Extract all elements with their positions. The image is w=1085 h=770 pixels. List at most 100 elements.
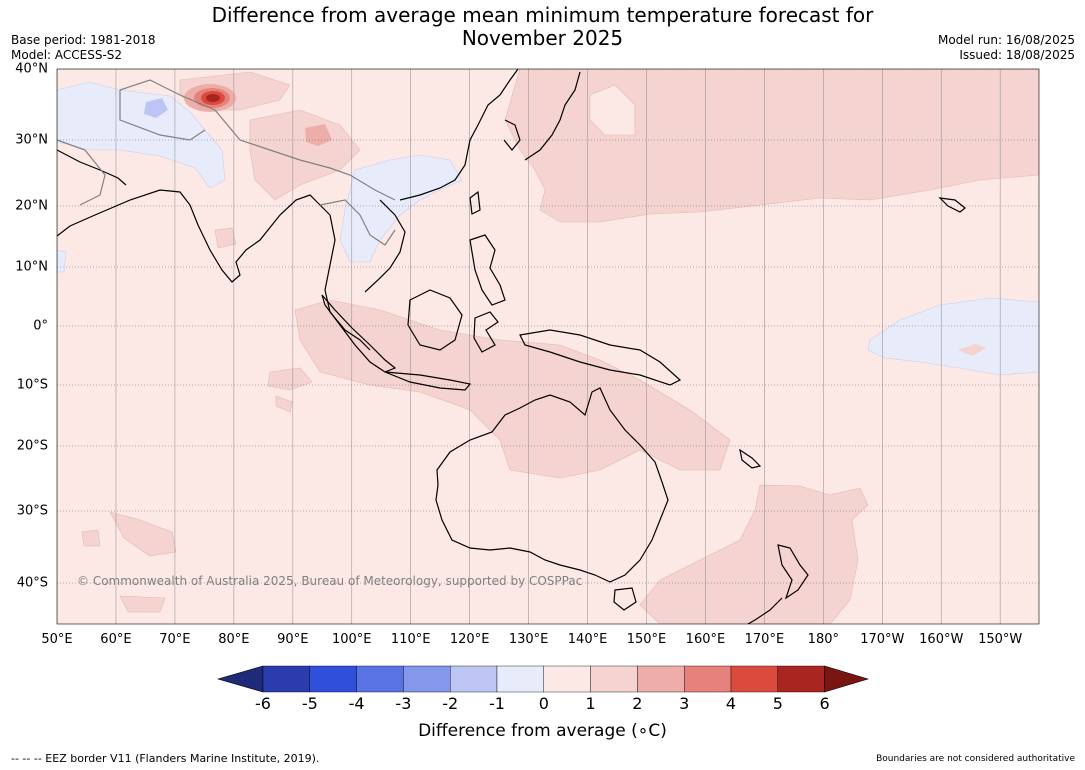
taiwan-coastline <box>469 190 481 215</box>
boundaries-disclaimer: Boundaries are not considered authoritat… <box>876 754 1075 764</box>
map-frame <box>56 68 1040 625</box>
issued-date: Issued: 18/08/2025 <box>959 48 1075 62</box>
model-run: Model run: 16/08/2025 <box>937 33 1075 47</box>
tibet-hot-spot <box>184 84 236 112</box>
country-borders <box>57 79 396 246</box>
colorbar-tick-label: 0 <box>538 694 549 713</box>
run-info: Model run: 16/08/2025 Issued: 18/08/2025 <box>938 33 1075 63</box>
longitude-tick-label: 160°E <box>685 632 726 647</box>
longitude-tick-label: 80°E <box>218 632 250 647</box>
longitude-tick-label: 130°E <box>508 632 549 647</box>
coastlines <box>57 69 966 624</box>
longitude-tick-label: 180° <box>807 632 840 647</box>
central-asia-cool-region <box>57 81 226 189</box>
latitude-tick-label: 30°S <box>16 503 48 519</box>
colorbar-segment <box>262 665 310 693</box>
base-period: Base period: 1981-2018 <box>11 33 156 47</box>
graticule <box>57 69 1039 624</box>
colorbar-segment <box>356 665 404 693</box>
colorbar-tick-label: 1 <box>585 694 596 713</box>
north-pacific-pale-hole <box>589 84 636 136</box>
southeast-asia-border <box>319 199 396 246</box>
colorbar-segment <box>637 665 685 693</box>
maritime-continent-warm-region <box>294 299 731 479</box>
colorbar-tick-label: -2 <box>442 694 459 713</box>
longitude-tick-label: 90°E <box>277 632 309 647</box>
colorbar-label: Difference from average (∘C) <box>418 721 667 741</box>
latitude-tick-label: 10°S <box>16 377 48 393</box>
colorbar-tick-label: 4 <box>725 694 737 713</box>
new-zealand-north-coastline <box>777 544 809 600</box>
indian-ocean-warm-patch-2 <box>275 395 293 413</box>
india-coastline <box>57 189 331 283</box>
south-indian-warm-patch-1 <box>109 511 177 557</box>
latitude-tick-label: 40°N <box>15 61 48 77</box>
latitude-tick-label: 20°N <box>15 198 48 214</box>
north-pacific-warm-region <box>504 69 1039 223</box>
sumatra-coastline <box>321 294 397 373</box>
title-line-2: November 2025 <box>461 26 624 50</box>
tasman-warm-patch <box>119 595 166 613</box>
title: Difference from average mean minimum tem… <box>0 4 1085 50</box>
colorbar-segment <box>309 665 357 693</box>
anomaly-1-to-2-regions <box>81 69 1039 624</box>
borneo-coastline <box>407 289 463 351</box>
longitude-tick-label: 170°E <box>744 632 785 647</box>
colorbar-segment <box>496 665 544 693</box>
southwest-pacific-warm-region <box>639 484 869 624</box>
colorbar-segment <box>590 665 638 693</box>
colorbar-tick-label: 2 <box>632 694 643 713</box>
colorbar-segment <box>543 665 591 693</box>
colorbar-tick-label: -4 <box>348 694 365 713</box>
south-indian-warm-patch-2 <box>81 529 101 547</box>
vietnam-coastline <box>364 199 406 293</box>
latitude-tick-label: 20°S <box>16 438 48 454</box>
colorbar-tick-label: 6 <box>819 694 830 713</box>
longitude-tick-label: 140°E <box>567 632 608 647</box>
colorbar <box>216 665 870 693</box>
colorbar-low-arrow <box>216 665 264 693</box>
longitude-tick-label: 100°E <box>331 632 372 647</box>
china-coastline <box>399 69 519 201</box>
model-name: Model: ACCESS-S2 <box>11 48 123 62</box>
japan-coastline <box>524 71 581 161</box>
arabia-coastline <box>57 149 127 186</box>
philippines-coastline <box>469 234 506 306</box>
central-asia-warm-region <box>249 109 361 201</box>
colorbar-segment <box>684 665 732 693</box>
iran-border <box>57 139 106 206</box>
himalaya-border <box>119 79 396 201</box>
new-guinea-coastline <box>519 329 682 386</box>
new-caledonia-coastline <box>739 448 762 469</box>
sulawesi-coastline <box>473 311 499 353</box>
india-warm-patch <box>214 227 237 249</box>
longitude-tick-label: 110°E <box>390 632 431 647</box>
longitude-tick-label: 120°E <box>449 632 490 647</box>
australia-coastline <box>435 387 669 583</box>
java-coastline <box>384 371 472 391</box>
longitude-tick-label: 50°E <box>41 632 73 647</box>
indian-ocean-warm-patch <box>267 367 313 391</box>
korea-coastline <box>503 119 521 151</box>
colorbar-segment <box>450 665 498 693</box>
model-info: Base period: 1981-2018 Model: ACCESS-S2 <box>11 33 156 63</box>
colorbar-tick-label: -5 <box>301 694 318 713</box>
colorbar-segment <box>403 665 451 693</box>
latitude-tick-label: 10°N <box>15 259 48 275</box>
new-zealand-south-coastline <box>747 597 783 624</box>
colorbar-tick-label: -1 <box>489 694 505 713</box>
caspian-cool-patch <box>57 249 67 273</box>
colorbar-segment <box>777 665 825 693</box>
anomaly-minus-2-to-minus-1-patch <box>144 98 168 118</box>
hawaii-coastline <box>938 197 966 213</box>
latitude-tick-label: 30°N <box>15 132 48 148</box>
longitude-tick-label: 160°W <box>919 632 964 647</box>
longitude-tick-label: 150°W <box>978 632 1023 647</box>
latitude-tick-label: 0° <box>33 318 48 334</box>
central-asia-border <box>119 90 206 141</box>
colorbar-tick-label: -3 <box>395 694 412 713</box>
title-line-1: Difference from average mean minimum tem… <box>211 3 874 27</box>
colorbar-segment <box>730 665 778 693</box>
copyright-notice: © Commonwealth of Australia 2025, Bureau… <box>77 574 583 588</box>
